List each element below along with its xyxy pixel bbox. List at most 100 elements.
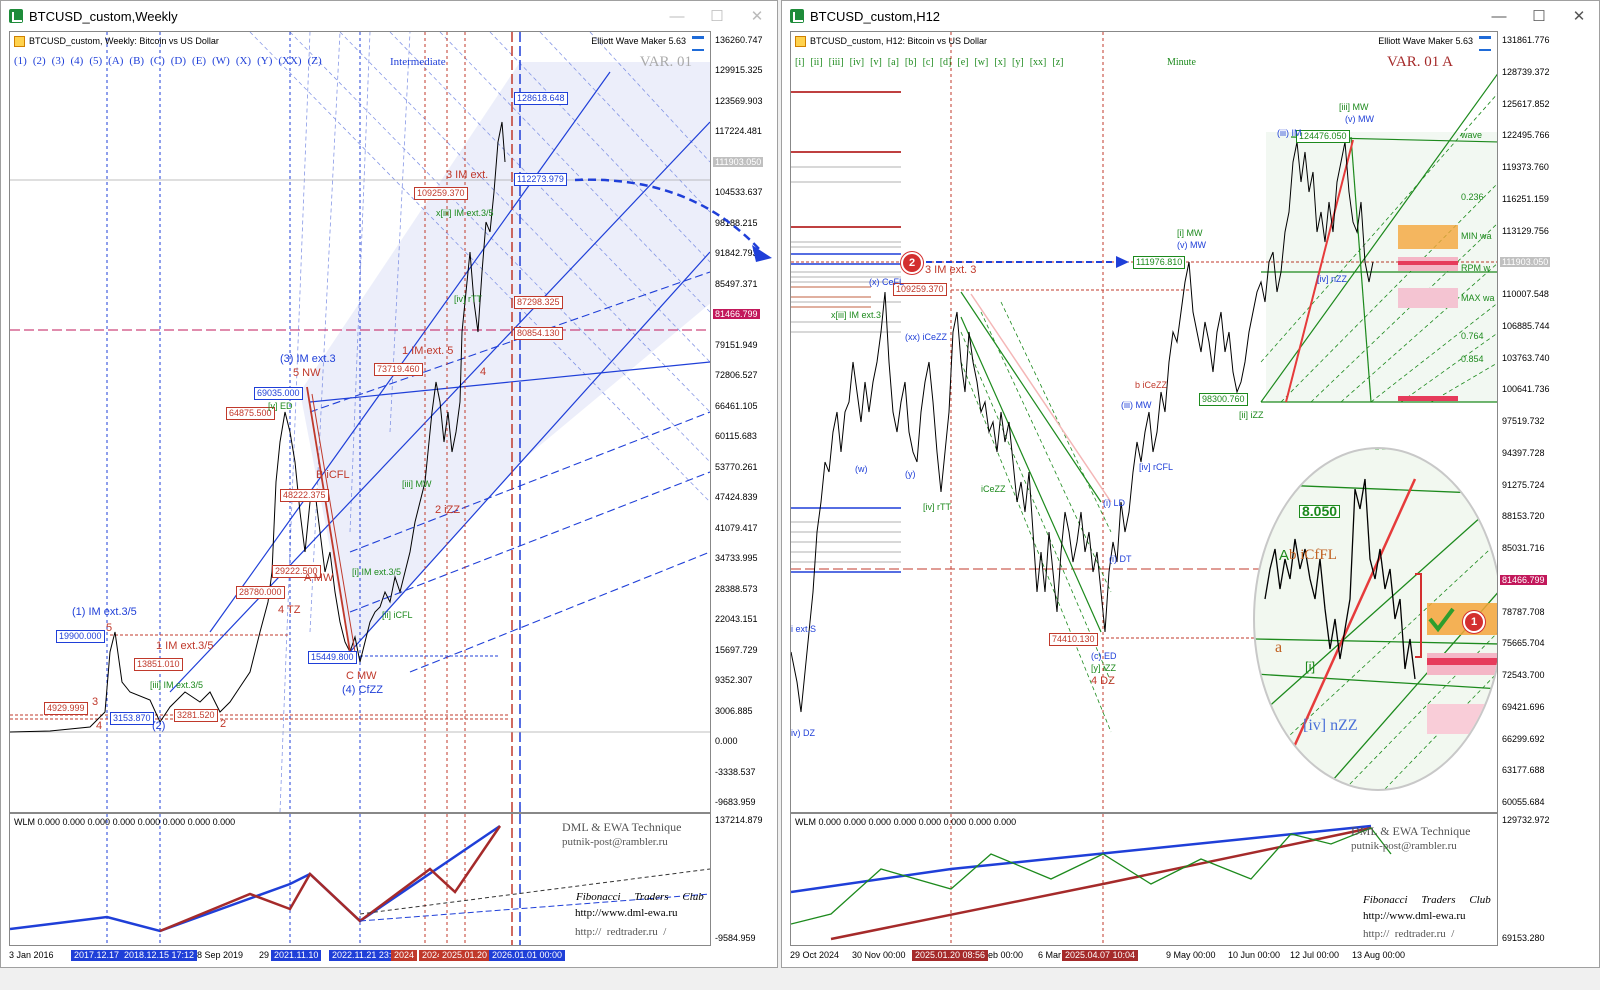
left-wave-button[interactable]: (XX): [278, 55, 302, 67]
price-tick: 72806.527: [715, 370, 758, 381]
right-wave-button[interactable]: [d]: [939, 57, 952, 68]
zoom-price-box: 8.050: [1299, 504, 1341, 518]
right-wave-button[interactable]: [a]: [887, 57, 899, 68]
zoom-magnifier[interactable]: 8.050 A b iCfFL [iv] nZZ a [i] 1: [1253, 447, 1497, 791]
left-url-2[interactable]: http:// redtrader.ru /: [575, 926, 667, 938]
right-wave-button[interactable]: [xx]: [1029, 57, 1047, 68]
wave-label: 4 TZ: [278, 604, 301, 616]
right-wave-button[interactable]: [b]: [904, 57, 917, 68]
target-box[interactable]: 128618.648: [514, 92, 568, 105]
left-wave-button[interactable]: (D): [170, 55, 187, 67]
target-box[interactable]: 4929.999: [44, 702, 88, 715]
price-tick: 63177.688: [1502, 765, 1545, 776]
right-wave-button[interactable]: [v]: [870, 57, 882, 68]
left-wave-button[interactable]: (C): [150, 55, 165, 67]
left-wave-button[interactable]: (Y): [257, 55, 273, 67]
left-price-chart[interactable]: BTCUSD_custom, Weekly: Bitcoin vs US Dol…: [9, 31, 711, 813]
ewm-cap-icon[interactable]: [692, 36, 704, 51]
target-box[interactable]: 28780.000: [236, 586, 285, 599]
marker-2-icon[interactable]: 2: [901, 252, 923, 274]
minimize-button[interactable]: —: [669, 7, 685, 25]
right-wave-button[interactable]: [x]: [994, 57, 1007, 68]
left-indicator-panel[interactable]: WLM 0.000 0.000 0.000 0.000 0.000 0.000 …: [9, 813, 711, 946]
right-wave-buttons[interactable]: [i] [ii] [iii] [iv] [v] [a] [b] [c] [d] [e] [w] [x]…: [795, 57, 1069, 68]
right-var-label: VAR. 01 A: [1387, 54, 1453, 70]
right-price-scale[interactable]: 131861.776 128739.372 125617.852 122495.766…: [1498, 31, 1578, 813]
left-wave-button[interactable]: (1): [14, 55, 27, 67]
target-box[interactable]: 3153.870: [110, 712, 154, 725]
target-box[interactable]: 124476.050: [1296, 130, 1350, 143]
target-box[interactable]: 13851.010: [134, 658, 183, 671]
left-wave-button[interactable]: (E): [192, 55, 207, 67]
wave-label: [ii] iCFL: [382, 610, 413, 620]
right-indicator-panel[interactable]: WLM 0.000 0.000 0.000 0.000 0.000 0.000 …: [790, 813, 1498, 946]
left-wave-button[interactable]: (3): [51, 55, 65, 67]
left-wave-button[interactable]: (5): [89, 55, 103, 67]
close-button[interactable]: ✕: [1572, 8, 1586, 25]
left-wave-button[interactable]: (Z): [307, 55, 322, 67]
maximize-button[interactable]: ☐: [710, 8, 724, 25]
right-time-scale[interactable]: 29 Oct 2024 30 Nov 00:00 2025.01.20 08:56 e…: [790, 946, 1498, 966]
wave-label: 4 DZ: [1091, 675, 1115, 687]
price-tick: 0.000: [715, 736, 738, 747]
target-box[interactable]: 64875.500: [226, 407, 275, 420]
right-wave-button[interactable]: [y]: [1012, 57, 1024, 68]
price-tick: 60115.683: [715, 431, 757, 442]
price-tick: 106885.744: [1502, 320, 1550, 331]
target-box[interactable]: 111976.810: [1133, 256, 1186, 269]
target-box[interactable]: 3281.520: [174, 709, 218, 722]
target-box[interactable]: 29222.500: [272, 565, 321, 578]
target-box[interactable]: 74410.130: [1049, 633, 1098, 646]
target-box[interactable]: 15449.800: [308, 651, 357, 664]
target-box[interactable]: 80854.130: [514, 327, 563, 340]
left-wave-button[interactable]: (W): [212, 55, 230, 67]
wave-label: 3: [92, 696, 99, 708]
right-url-2[interactable]: http:// redtrader.ru /: [1363, 928, 1455, 940]
left-wave-button[interactable]: (2): [32, 55, 46, 67]
time-tick: 6 Mar: [1038, 950, 1062, 960]
right-wave-button[interactable]: [iv]: [849, 57, 865, 68]
target-box[interactable]: 69035.000: [254, 387, 303, 400]
left-wave-button[interactable]: (A): [108, 55, 124, 67]
right-url-1[interactable]: http://www.dml-ewa.ru: [1363, 910, 1466, 922]
right-wave-button[interactable]: [i]: [795, 57, 805, 68]
target-box[interactable]: 98300.760: [1199, 393, 1248, 406]
left-wave-button[interactable]: (X): [235, 55, 252, 67]
ewm-cap-icon[interactable]: [1479, 36, 1491, 51]
left-wave-button[interactable]: (4): [70, 55, 84, 67]
left-titlebar[interactable]: BTCUSD_custom,Weekly — ☐ ✕: [1, 1, 777, 31]
target-box[interactable]: 73719.460: [374, 363, 423, 376]
target-box[interactable]: 48222.375: [280, 489, 329, 502]
right-wave-button[interactable]: [ii]: [810, 57, 823, 68]
maximize-button[interactable]: ☐: [1532, 8, 1546, 25]
target-box[interactable]: 112273.979: [514, 173, 567, 186]
wave-label: [iv] rCFL: [1139, 462, 1174, 472]
left-url-1[interactable]: http://www.dml-ewa.ru: [575, 907, 678, 919]
right-wave-button[interactable]: [z]: [1052, 57, 1064, 68]
right-wave-button[interactable]: [c]: [922, 57, 934, 68]
right-wave-button[interactable]: [iii]: [828, 57, 844, 68]
left-chart-window[interactable]: BTCUSD_custom,Weekly — ☐ ✕: [0, 0, 778, 968]
right-titlebar[interactable]: BTCUSD_custom,H12 — ☐ ✕: [782, 1, 1599, 31]
price-tick: 94397.728: [1502, 447, 1545, 458]
right-wave-button[interactable]: [w]: [974, 57, 989, 68]
price-tick: 3006.885: [715, 705, 753, 716]
fib-label: 0.764: [1461, 331, 1484, 341]
price-tick: 91275.724: [1502, 479, 1545, 490]
close-button[interactable]: ✕: [750, 8, 764, 25]
target-box[interactable]: 87298.325: [514, 296, 563, 309]
wave-label: iCeZZ: [981, 484, 1006, 494]
marker-1-icon[interactable]: 1: [1463, 611, 1485, 633]
right-chart-window[interactable]: BTCUSD_custom,H12 — ☐ ✕: [781, 0, 1600, 968]
left-wave-button[interactable]: (B): [129, 55, 145, 67]
target-box[interactable]: 109259.370: [414, 187, 468, 200]
left-price-scale[interactable]: 136260.747 129915.325 123569.903 117224.481…: [711, 31, 777, 813]
right-wave-button[interactable]: [e]: [957, 57, 969, 68]
right-indicator-drawing: [791, 814, 1392, 945]
target-box[interactable]: 19900.000: [56, 630, 105, 643]
right-price-chart[interactable]: BTCUSD_custom, H12: Bitcoin vs US Dollar…: [790, 31, 1498, 813]
minimize-button[interactable]: —: [1491, 7, 1507, 25]
left-time-scale[interactable]: 3 Jan 2016 2017.12.17 2018.12.15 17:12 8 Se…: [9, 946, 711, 966]
target-box[interactable]: 109259.370: [893, 283, 947, 296]
left-wave-buttons[interactable]: (1) (2) (3) (4) (5) (A) (B) (C) (D) (E) (W) (X) (Y) (…: [14, 55, 328, 67]
